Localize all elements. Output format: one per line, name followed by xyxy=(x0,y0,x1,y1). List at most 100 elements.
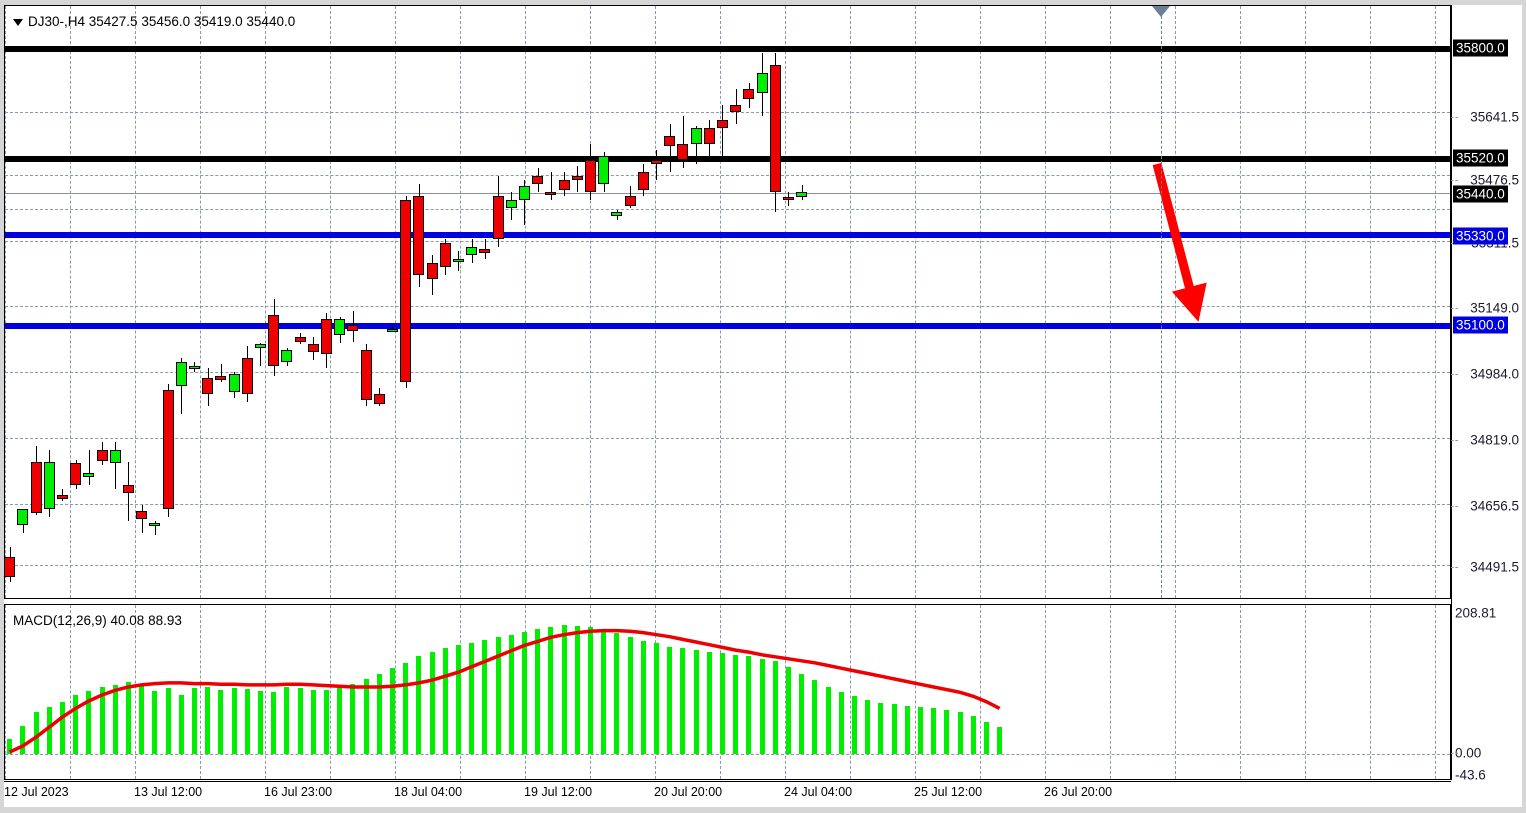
grid-line-vertical xyxy=(395,6,396,598)
collapse-triangle-icon[interactable] xyxy=(13,18,23,26)
grid-line-horizontal xyxy=(5,241,1450,242)
candle-wick xyxy=(142,505,143,533)
grid-line-horizontal xyxy=(5,209,1450,210)
time-axis-label: 25 Jul 12:00 xyxy=(914,785,983,799)
window-frame-right xyxy=(1522,0,1526,813)
price-axis-label: 34984.0 xyxy=(1470,366,1519,382)
candle-body-bearish xyxy=(703,128,715,145)
macd-histogram-bar xyxy=(284,686,290,754)
candle-body-bullish xyxy=(109,449,121,464)
macd-histogram-bar xyxy=(218,689,224,754)
grid-line-vertical xyxy=(1240,605,1241,779)
candle-body-bullish xyxy=(17,509,29,525)
candle-body-bearish xyxy=(70,463,82,486)
grid-line-vertical xyxy=(330,605,331,779)
candle-wick xyxy=(155,520,156,535)
candle-wick xyxy=(181,358,182,414)
axis-tick xyxy=(1451,308,1458,309)
macd-histogram-bar xyxy=(389,668,395,754)
macd-histogram-bar xyxy=(706,652,712,754)
grid-line-vertical xyxy=(525,6,526,598)
candle-body-bearish xyxy=(664,136,676,147)
grid-line-vertical xyxy=(850,6,851,598)
macd-histogram-bar xyxy=(944,709,950,754)
current-price-35440[interactable] xyxy=(5,193,1450,194)
resistance-35800[interactable] xyxy=(5,46,1450,52)
macd-histogram-bar xyxy=(627,637,633,754)
grid-line-vertical xyxy=(200,605,201,779)
price-level-badge[interactable]: 35100.0 xyxy=(1453,316,1508,334)
grid-line-vertical xyxy=(785,6,786,598)
candle-body-bullish xyxy=(83,473,95,478)
grid-line-horizontal xyxy=(5,175,1450,176)
macd-histogram-bar xyxy=(640,641,646,754)
price-axis[interactable]: 35800.035641.535520.035476.535440.035311… xyxy=(1451,5,1522,783)
candle-wick xyxy=(115,441,116,490)
candle-wick xyxy=(656,150,657,180)
price-axis-label: 34819.0 xyxy=(1470,432,1519,448)
candle-body-bearish xyxy=(241,358,253,395)
price-level-badge[interactable]: 35330.0 xyxy=(1453,227,1508,245)
candle-body-bearish xyxy=(320,318,332,355)
candle-body-bearish xyxy=(413,195,425,276)
grid-line-horizontal xyxy=(5,438,1450,439)
candle-body-bearish xyxy=(215,376,227,381)
macd-histogram-bar xyxy=(825,686,831,754)
price-axis-separator xyxy=(1451,5,1452,780)
macd-histogram-bar xyxy=(878,703,884,754)
candle-body-bearish xyxy=(439,243,451,268)
price-level-badge[interactable]: 35440.0 xyxy=(1453,185,1508,203)
candle-body-bearish xyxy=(347,324,359,331)
period-separator-line xyxy=(1161,6,1162,598)
macd-histogram-bar xyxy=(733,654,739,754)
candle-body-bullish xyxy=(598,156,610,184)
macd-histogram-bar xyxy=(231,687,237,754)
grid-line-vertical xyxy=(135,605,136,779)
candle-body-bearish xyxy=(202,378,214,395)
candle-body-bearish xyxy=(294,336,306,343)
candle-body-bullish xyxy=(386,328,398,332)
axis-tick xyxy=(1451,374,1458,375)
grid-line-vertical xyxy=(1110,6,1111,598)
grid-line-vertical xyxy=(980,605,981,779)
macd-histogram-bar xyxy=(350,684,356,754)
macd-histogram-bar xyxy=(812,680,818,754)
candle-body-bullish xyxy=(690,128,702,145)
macd-histogram-bar xyxy=(403,662,409,754)
candle-body-bearish xyxy=(162,390,174,510)
candle-wick xyxy=(221,364,222,383)
macd-axis-label: 208.81 xyxy=(1455,605,1497,621)
price-level-badge[interactable]: 35800.0 xyxy=(1453,39,1508,57)
grid-line-vertical xyxy=(1045,605,1046,779)
time-axis-label: 18 Jul 04:00 xyxy=(394,785,463,799)
candle-body-bearish xyxy=(743,88,755,99)
time-axis[interactable]: 12 Jul 2023 13 Jul 12:00 16 Jul 23:00 18 Ju… xyxy=(4,781,1451,807)
macd-histogram-bar xyxy=(297,688,303,754)
grid-line-vertical xyxy=(1370,6,1371,598)
time-axis-label: 13 Jul 12:00 xyxy=(134,785,203,799)
grid-line-vertical xyxy=(330,6,331,598)
candle-body-bullish xyxy=(149,522,161,526)
candle-body-bearish xyxy=(360,350,372,401)
support-35330[interactable] xyxy=(5,232,1450,238)
grid-line-vertical xyxy=(1110,605,1111,779)
candle-body-bearish xyxy=(373,394,385,404)
grid-line-horizontal xyxy=(5,372,1450,373)
resistance-35520[interactable] xyxy=(5,156,1450,162)
macd-histogram-bar xyxy=(469,642,475,754)
candle-body-bearish xyxy=(30,461,42,514)
grid-line-vertical xyxy=(1045,6,1046,598)
macd-indicator-panel[interactable]: MACD(12,26,9) 40.08 88.93 xyxy=(4,604,1451,780)
candle-body-bearish xyxy=(307,344,319,353)
macd-histogram-bar xyxy=(257,690,263,754)
price-level-badge[interactable]: 35520.0 xyxy=(1453,149,1508,167)
grid-line-vertical xyxy=(590,6,591,598)
macd-histogram-bar xyxy=(205,686,211,754)
macd-histogram-bar xyxy=(521,631,527,754)
candle-body-bullish xyxy=(175,362,187,387)
time-axis-label: 16 Jul 23:00 xyxy=(264,785,333,799)
grid-line-vertical xyxy=(395,605,396,779)
price-chart-panel[interactable]: DJ30-,H4 35427.5 35456.0 35419.0 35440.0 xyxy=(4,5,1451,599)
grid-line-vertical xyxy=(720,6,721,598)
support-35100[interactable] xyxy=(5,323,1450,329)
